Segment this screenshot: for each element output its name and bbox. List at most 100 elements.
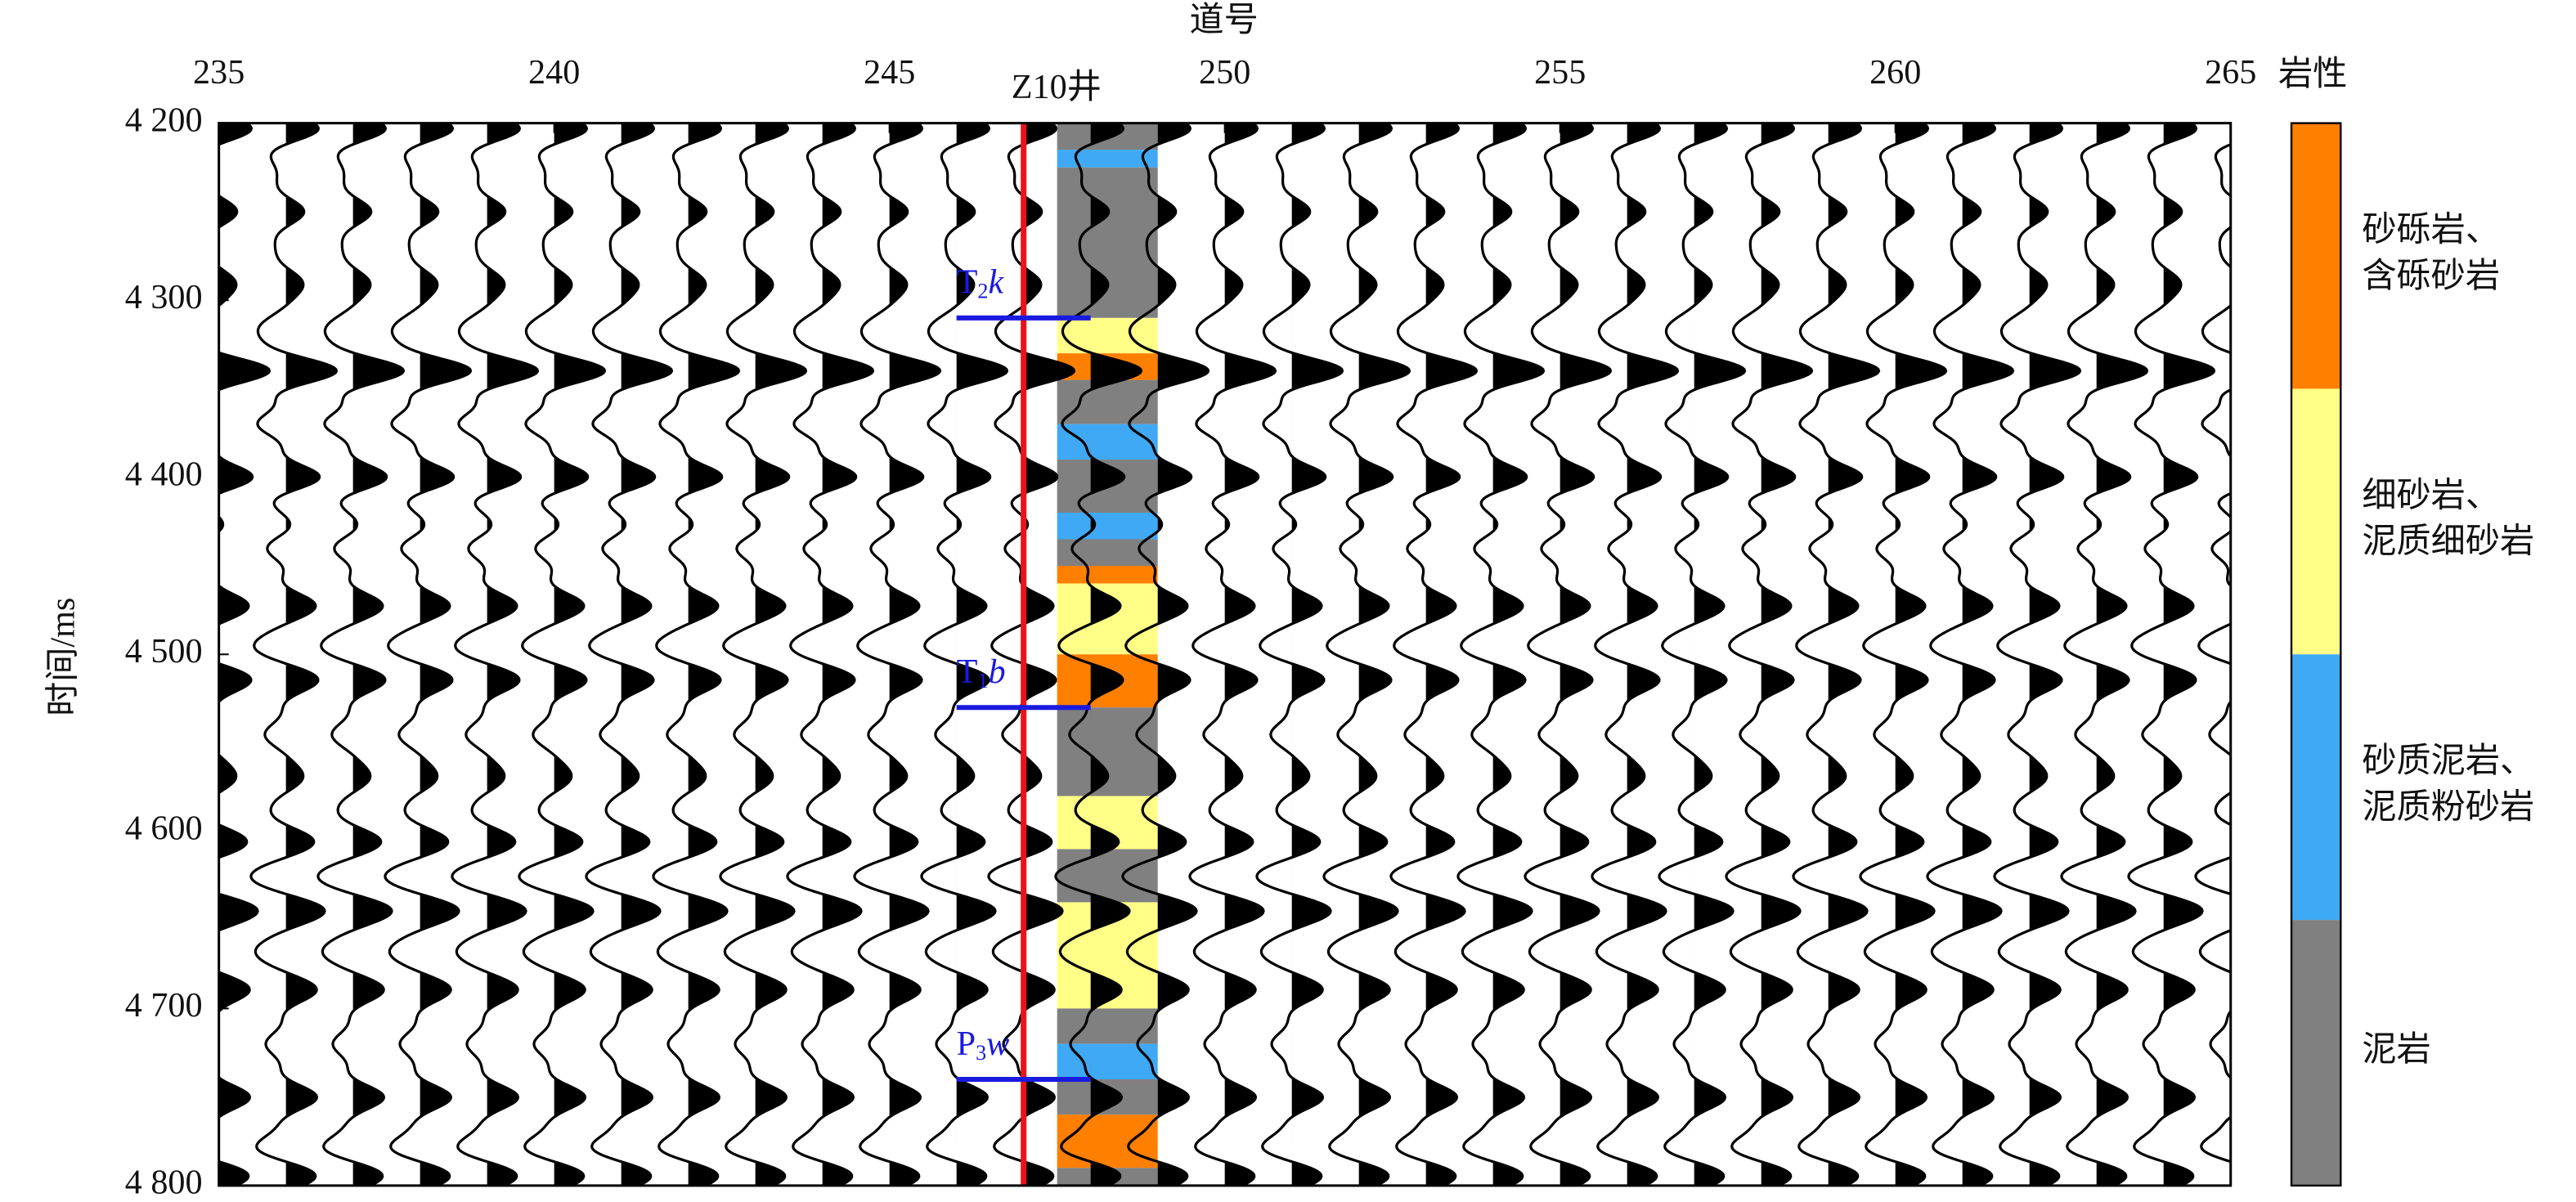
- trace-fill: [487, 123, 538, 1186]
- trace-fill: [554, 123, 605, 1186]
- horizon-label: T2k: [957, 262, 1005, 303]
- x-tick-label: 245: [864, 53, 915, 92]
- trace: [1389, 123, 1479, 1186]
- trace: [920, 123, 1009, 1186]
- trace: [2127, 123, 2216, 1186]
- trace: [2060, 123, 2149, 1186]
- horizon-letter: b: [988, 653, 1005, 691]
- trace-fill: [1492, 123, 1544, 1186]
- x-tick-label: 235: [193, 53, 245, 92]
- lithology-interval: [1057, 1115, 1158, 1168]
- trace: [719, 123, 808, 1186]
- trace-fill: [1090, 123, 1142, 1186]
- y-tick-label: 4 200: [125, 101, 203, 139]
- trace-fill: [688, 123, 739, 1186]
- trace-fill: [1291, 123, 1343, 1186]
- legend-frame: [2290, 122, 2342, 1187]
- trace-fill: [1962, 123, 2013, 1186]
- trace-fill: [420, 123, 471, 1186]
- trace: [1188, 123, 1277, 1186]
- trace-fill: [1157, 123, 1209, 1186]
- trace: [585, 123, 674, 1186]
- lithology-interval: [1057, 707, 1158, 796]
- lithology-interval: [1057, 150, 1158, 168]
- lithology-interval: [1057, 167, 1158, 318]
- lithology-interval: [1057, 565, 1158, 584]
- trace: [853, 123, 942, 1186]
- trace: [786, 123, 875, 1186]
- x-tick-label: 265: [2205, 53, 2256, 92]
- legend-label: 细砂岩、: [2362, 476, 2500, 514]
- legend-swatch: [2291, 123, 2341, 389]
- trace: [1524, 123, 1613, 1186]
- y-tick-label: 4 700: [125, 986, 203, 1025]
- lithology-interval: [1057, 317, 1158, 354]
- trace: [1121, 123, 1210, 1186]
- trace-fill: [889, 123, 940, 1186]
- horizon-label: T1b: [957, 653, 1006, 693]
- trace: [1725, 123, 1814, 1186]
- well-name: Z10井: [1012, 68, 1102, 106]
- trace: [987, 123, 1076, 1186]
- trace-fill: [1694, 123, 1745, 1186]
- trace-fill: [2163, 123, 2215, 1186]
- lithology-interval: [1057, 379, 1158, 424]
- trace: [518, 123, 607, 1186]
- trace: [451, 123, 540, 1186]
- horizon-letter: w: [986, 1024, 1009, 1062]
- trace: [218, 123, 272, 1186]
- trace-fill: [2029, 123, 2080, 1186]
- y-tick-label: 4 500: [125, 632, 203, 671]
- legend-label: 泥质粉砂岩: [2362, 787, 2534, 826]
- x-tick-label: 240: [528, 53, 580, 92]
- trace-fill: [755, 123, 806, 1186]
- x-tick-label: 250: [1199, 53, 1250, 92]
- trace: [2194, 142, 2231, 1164]
- trace: [1456, 123, 1546, 1186]
- trace: [249, 123, 339, 1186]
- lithology-interval: [1057, 849, 1158, 903]
- trace: [1792, 123, 1881, 1186]
- legend-swatch: [2291, 388, 2341, 655]
- x-axis-label: 道号: [1190, 1, 1259, 39]
- legend-label: 砂质泥岩、: [2362, 742, 2534, 780]
- x-tick-label: 260: [1869, 53, 1921, 92]
- trace: [1591, 123, 1680, 1186]
- trace-fill: [1358, 123, 1410, 1186]
- trace-fill: [1627, 123, 1678, 1186]
- trace-fill: [956, 123, 1008, 1186]
- trace-fill: [621, 123, 672, 1186]
- lithology-interval: [1057, 424, 1158, 460]
- trace: [1926, 123, 2015, 1186]
- horizon-letter: k: [988, 262, 1004, 301]
- trace: [1054, 123, 1143, 1186]
- legend-label: 砂砾岩、: [2362, 211, 2500, 249]
- y-tick-label: 4 300: [125, 278, 203, 316]
- legend-label: 泥质细砂岩: [2362, 523, 2534, 561]
- trace-fill: [822, 123, 873, 1186]
- trace-fill: [285, 123, 337, 1186]
- trace-fill: [1895, 123, 1946, 1186]
- trace: [652, 123, 741, 1186]
- trace-fill: [352, 123, 404, 1186]
- trace-fill: [218, 123, 270, 1186]
- legend-swatch: [2291, 654, 2341, 921]
- trace-fill: [1425, 123, 1477, 1186]
- y-tick-label: 4 400: [125, 455, 203, 493]
- legend-label: 含砾砂岩: [2362, 257, 2500, 295]
- horizon-name: T: [957, 262, 978, 301]
- trace: [1255, 123, 1344, 1186]
- trace: [316, 123, 406, 1186]
- trace: [1658, 123, 1747, 1186]
- horizon-label: P3w: [957, 1024, 1010, 1064]
- horizon-name: T: [957, 653, 978, 691]
- horizon-subscript: 3: [976, 1041, 986, 1065]
- y-tick-label: 4 800: [125, 1164, 203, 1202]
- trace-fill: [1828, 123, 1879, 1186]
- y-axis-label: 时间/ms: [44, 598, 83, 716]
- trace: [1322, 123, 1411, 1186]
- lithology-interval: [1057, 513, 1158, 540]
- trace-fill: [1560, 123, 1611, 1186]
- trace: [384, 123, 473, 1186]
